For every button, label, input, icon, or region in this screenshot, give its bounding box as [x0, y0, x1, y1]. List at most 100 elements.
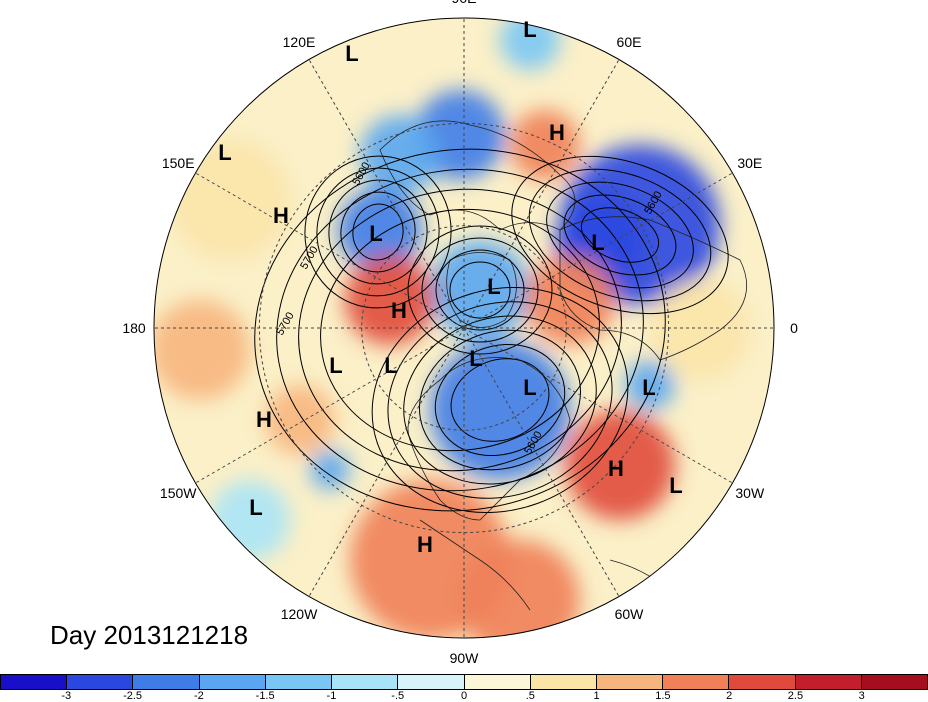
height-contour [320, 208, 600, 452]
low-pressure-marker: L [591, 230, 605, 255]
height-contour [434, 343, 566, 457]
high-pressure-marker: H [273, 203, 289, 228]
anomaly-patch [625, 360, 675, 410]
colorbar-cell [398, 675, 465, 689]
height-contour [419, 329, 581, 471]
colorbar-label: 1.5 [655, 690, 671, 702]
height-contour [254, 148, 666, 512]
high-pressure-marker: H [391, 298, 407, 323]
colorbar-cell [1, 675, 68, 689]
height-contour [435, 249, 525, 331]
high-pressure-marker: H [549, 120, 565, 145]
low-pressure-marker: L [345, 41, 359, 66]
height-contour [450, 358, 550, 442]
colorbar-cell [133, 675, 200, 689]
height-contour [328, 179, 428, 285]
height-contour [371, 286, 629, 514]
longitude-label: 150W [159, 485, 197, 501]
colorbar-label: -2 [193, 690, 204, 702]
colorbar-cell [67, 675, 134, 689]
anomaly-patch [565, 410, 675, 520]
height-contour [340, 191, 416, 273]
colorbar-label: .5 [525, 690, 535, 702]
anomaly-patch [510, 110, 580, 180]
colorbar-cell [795, 675, 862, 689]
height-contour [352, 203, 404, 261]
meridian-line [463, 327, 733, 484]
height-contour [276, 168, 644, 492]
low-pressure-marker: L [523, 375, 537, 400]
high-pressure-marker: H [608, 456, 624, 481]
height-contour [403, 315, 597, 485]
anomaly-patch [650, 280, 750, 380]
longitude-label: 60E [616, 34, 642, 51]
longitude-label: 120W [280, 605, 318, 622]
height-contour [528, 168, 712, 302]
anomaly-patch [170, 140, 290, 260]
longitude-label: 60W [614, 605, 644, 622]
high-pressure-marker: H [256, 407, 272, 432]
colorbar-cell [663, 675, 730, 689]
meridian-line [463, 59, 620, 329]
colorbar-cell [530, 675, 597, 689]
meridian-line [463, 327, 620, 597]
anomaly-patch [345, 255, 435, 345]
colorbar-label: -3 [61, 690, 72, 702]
anomaly-patch [430, 240, 530, 340]
low-pressure-marker: L [329, 353, 343, 378]
height-contour [580, 207, 660, 263]
colorbar-label: -1.5 [255, 690, 275, 702]
anomaly-patch [460, 540, 580, 638]
meridian-line [463, 172, 733, 329]
colorbar-cell [861, 675, 928, 689]
low-pressure-marker: L [487, 274, 501, 299]
low-pressure-marker: L [369, 221, 383, 246]
anomaly-patch [360, 115, 440, 195]
anomaly-patch [310, 450, 350, 490]
colorbar-cell [729, 675, 796, 689]
longitude-label: 90W [449, 650, 479, 666]
colorbar-label: 0 [460, 690, 468, 702]
colorbar-label: -2.5 [123, 690, 143, 702]
longitude-label: 150E [161, 155, 195, 171]
colorbar-cell [199, 675, 266, 689]
colorbar-cell [464, 675, 531, 689]
longitude-label: 90E [452, 0, 477, 6]
map-border [153, 17, 775, 639]
meridian-line [195, 172, 465, 329]
anomaly-patch [154, 300, 250, 400]
colorbar-label: 3 [858, 690, 865, 702]
low-pressure-marker: L [384, 353, 398, 378]
height-contour [304, 155, 452, 309]
longitude-label: 30E [737, 155, 763, 171]
low-pressure-marker: L [669, 473, 683, 498]
colorbar-label: 1 [593, 690, 600, 702]
high-pressure-marker: H [417, 532, 433, 557]
low-pressure-marker: L [249, 495, 263, 520]
colorbar-label: 2.5 [787, 690, 804, 702]
height-contour [407, 225, 553, 355]
low-pressure-marker: L [642, 375, 656, 400]
meridian-line [308, 59, 465, 329]
map-title: Day 2013121218 [50, 620, 249, 650]
height-contour [449, 261, 511, 319]
meridian-line [195, 327, 465, 484]
colorbar [0, 674, 928, 690]
height-contour [298, 188, 622, 472]
height-contour [511, 155, 729, 315]
colorbar-label: 2 [726, 690, 733, 702]
height-contours [254, 148, 729, 514]
low-pressure-marker: L [469, 346, 483, 371]
graticule [154, 18, 774, 638]
colorbar-label: -.5 [391, 690, 405, 702]
longitude-label: 180 [122, 320, 146, 336]
colorbar-cell [265, 675, 333, 689]
height-contour [563, 194, 677, 276]
colorbar-label: -1 [326, 690, 337, 702]
height-contour [421, 237, 539, 343]
longitude-label: 120E [282, 34, 316, 51]
longitude-label: 30W [735, 485, 765, 501]
longitude-label: 0 [790, 320, 798, 336]
colorbar-cell [596, 675, 664, 689]
